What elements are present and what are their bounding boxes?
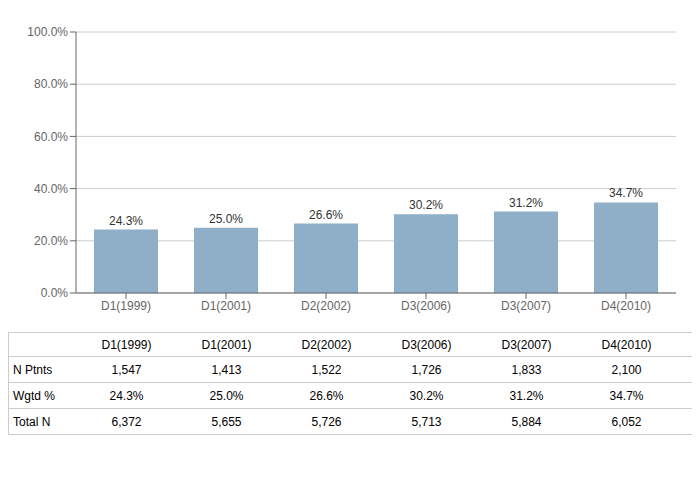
html-text:34.7%: 34.7% [609,388,644,403]
html-text:D2(2002): D2(2002) [301,337,352,352]
html-text:5,884: 5,884 [511,414,542,429]
html-text:2,100: 2,100 [611,362,642,377]
svg-text:0.0%: 0.0% [41,286,69,300]
html-text:D3(2006): D3(2006) [401,337,452,352]
svg-text:D1(1999): D1(1999) [101,299,151,313]
html-text:6,372: 6,372 [111,414,142,429]
svg-text:34.7%: 34.7% [609,186,643,200]
html-text:6,052: 6,052 [611,414,642,429]
html-text:5,655: 5,655 [211,414,242,429]
svg-text:31.2%: 31.2% [509,196,543,210]
html-text:1,726: 1,726 [411,362,442,377]
svg-text:24.3%: 24.3% [109,214,143,228]
html-text:31.2%: 31.2% [509,388,544,403]
svg-text:26.6%: 26.6% [309,208,343,222]
svg-text:20.0%: 20.0% [34,234,68,248]
html-text:1,413: 1,413 [211,362,242,377]
html-text:D3(2007): D3(2007) [501,337,552,352]
html-text:D1(2001): D1(2001) [201,337,252,352]
svg-text:30.2%: 30.2% [409,198,443,212]
html-text:1,833: 1,833 [511,362,542,377]
html-text:5,713: 5,713 [411,414,442,429]
svg-text:80.0%: 80.0% [34,77,68,91]
html-text:D4(2010): D4(2010) [601,337,652,352]
html-text:Wgtd %: Wgtd % [13,388,55,403]
svg-text:D2(2002): D2(2002) [301,299,351,313]
svg-text:D4(2010): D4(2010) [601,299,651,313]
html-text:D1(1999): D1(1999) [101,337,152,352]
html-text:1,522: 1,522 [311,362,342,377]
svg-text:D3(2006): D3(2006) [401,299,451,313]
html-text:25.0%: 25.0% [209,388,244,403]
html-text:26.6%: 26.6% [309,388,344,403]
svg-text:25.0%: 25.0% [209,212,243,226]
svg-text:100.0%: 100.0% [27,25,68,39]
html-text:5,726: 5,726 [311,414,342,429]
html-text:1,547: 1,547 [111,362,142,377]
svg-text:D3(2007): D3(2007) [501,299,551,313]
html-text:Total N: Total N [13,414,51,429]
html-text:N Ptnts: N Ptnts [13,362,53,377]
svg-text:D1(2001): D1(2001) [201,299,251,313]
svg-text:40.0%: 40.0% [34,182,68,196]
html-text:30.2%: 30.2% [409,388,444,403]
html-text:24.3%: 24.3% [109,388,144,403]
svg-text:60.0%: 60.0% [34,130,68,144]
